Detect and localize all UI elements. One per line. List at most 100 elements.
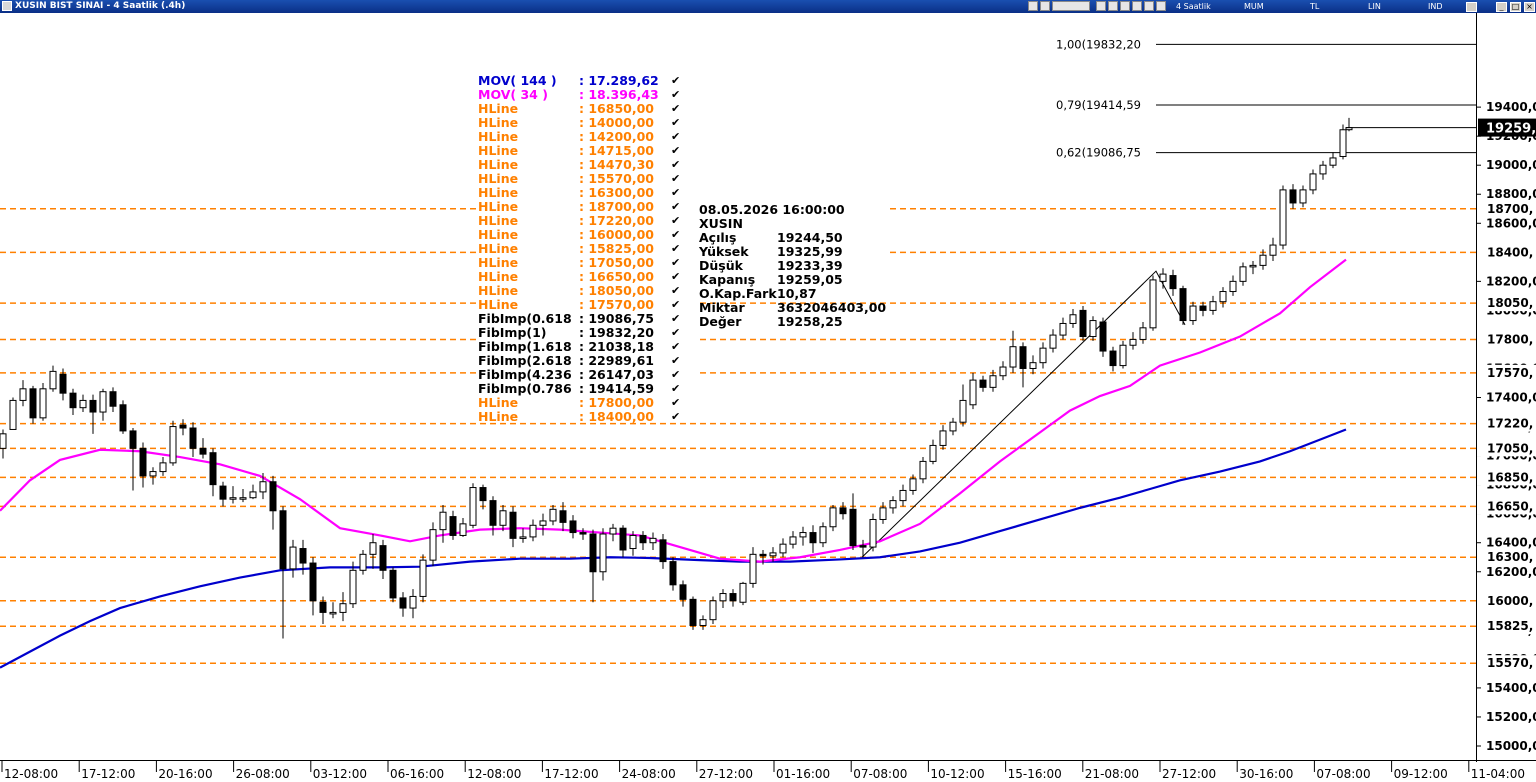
candle-down xyxy=(809,532,817,544)
chart-toolbar: 4 Saatlik MUM TL LIN IND _ □ × xyxy=(1026,1,1536,12)
legend-label: HLine xyxy=(478,171,519,186)
minimize-icon[interactable]: _ xyxy=(1496,2,1507,12)
hline-label-bg xyxy=(1477,469,1536,486)
check-icon[interactable]: ✔ xyxy=(671,298,681,311)
check-icon[interactable]: ✔ xyxy=(671,326,681,339)
check-icon[interactable]: ✔ xyxy=(671,340,681,353)
legend-label: FibImp(1.618 xyxy=(478,339,572,354)
check-icon[interactable]: ✔ xyxy=(671,74,681,87)
candle-up xyxy=(159,462,167,473)
crosshair-icon[interactable] xyxy=(1028,1,1038,11)
legend-value: : 14200,00 xyxy=(579,129,654,144)
check-icon[interactable]: ✔ xyxy=(671,368,681,381)
legend-value: : 18.396,43 xyxy=(579,87,659,102)
candle-up xyxy=(969,379,977,406)
check-icon[interactable]: ✔ xyxy=(671,284,681,297)
check-icon[interactable]: ✔ xyxy=(671,144,681,157)
fib-swing-line xyxy=(861,270,1186,558)
candle-down xyxy=(849,508,857,547)
draw-tool-icon[interactable] xyxy=(1040,1,1050,11)
x-tick-label: 17-12:00 xyxy=(81,767,135,781)
check-icon[interactable]: ✔ xyxy=(671,88,681,101)
legend-value: : 17.289,62 xyxy=(579,73,659,88)
candle-up xyxy=(1209,301,1217,311)
check-icon[interactable]: ✔ xyxy=(671,172,681,185)
legend-label: FibImp(1) xyxy=(478,325,547,340)
candle-down xyxy=(379,545,387,571)
x-tick-label: 15-16:00 xyxy=(1008,767,1062,781)
candle-up xyxy=(1269,244,1277,256)
candle-down xyxy=(309,562,317,602)
x-tick-label: 10-12:00 xyxy=(930,767,984,781)
index-selector[interactable]: IND xyxy=(1428,2,1443,11)
check-icon[interactable]: ✔ xyxy=(671,312,681,325)
candle-up xyxy=(1139,327,1147,340)
check-icon[interactable]: ✔ xyxy=(671,242,681,255)
check-icon[interactable]: ✔ xyxy=(671,410,681,423)
candle-up xyxy=(99,391,107,413)
check-icon[interactable]: ✔ xyxy=(671,130,681,143)
check-icon[interactable]: ✔ xyxy=(671,270,681,283)
candle-up xyxy=(529,524,537,538)
template-icon[interactable] xyxy=(1096,1,1106,11)
info-label: 08.05.2026 16:00:00 xyxy=(699,202,845,217)
candle-up xyxy=(899,489,907,502)
scale-selector[interactable]: LIN xyxy=(1368,2,1381,11)
check-icon[interactable]: ✔ xyxy=(671,382,681,395)
info-value: 10,87 xyxy=(777,286,817,301)
maximize-icon[interactable]: □ xyxy=(1510,2,1521,12)
candle-down xyxy=(279,510,287,570)
hline-label: 16300, xyxy=(1487,550,1533,564)
x-tick-label: 21-08:00 xyxy=(1085,767,1139,781)
zoom-icon[interactable] xyxy=(1144,1,1154,11)
check-icon[interactable]: ✔ xyxy=(671,200,681,213)
currency-selector[interactable]: TL xyxy=(1310,2,1320,11)
hline-label: 17050, xyxy=(1487,441,1533,455)
check-icon[interactable]: ✔ xyxy=(671,214,681,227)
legend-value: : 16850,00 xyxy=(579,101,654,116)
check-icon[interactable]: ✔ xyxy=(671,228,681,241)
candle-up xyxy=(39,388,47,419)
ohlc-info-box: 08.05.2026 16:00:00 XUSIN Açılış 19244,50 Yü… xyxy=(699,202,886,329)
info-value: 19258,25 xyxy=(777,314,843,329)
chart-type-selector[interactable]: MUM xyxy=(1244,2,1264,11)
check-icon[interactable]: ✔ xyxy=(671,102,681,115)
candle-down xyxy=(449,516,457,536)
fib-level-label: 0,62(19086,75 xyxy=(1056,146,1141,160)
candle-up xyxy=(359,553,367,571)
check-icon[interactable]: ✔ xyxy=(671,158,681,171)
info-row: Değer 19258,25 xyxy=(699,315,845,329)
candle-down xyxy=(589,533,597,573)
candle-up xyxy=(1299,189,1307,204)
close-icon[interactable]: × xyxy=(1524,2,1535,12)
check-icon[interactable]: ✔ xyxy=(671,116,681,129)
candle-down xyxy=(1109,350,1117,367)
hline-label: 18700, xyxy=(1487,202,1533,216)
settings-icon[interactable] xyxy=(1156,1,1166,11)
check-icon[interactable]: ✔ xyxy=(671,186,681,199)
check-icon[interactable]: ✔ xyxy=(671,256,681,269)
candle-up xyxy=(229,497,237,500)
hline-label-bg xyxy=(1477,440,1536,457)
check-icon[interactable]: ✔ xyxy=(671,396,681,409)
legend-label: HLine xyxy=(478,241,519,256)
candle-up xyxy=(719,593,727,602)
color-icon[interactable] xyxy=(1120,1,1130,11)
price-chart[interactable]: 15000,0015200,0015400,0015600,0015800,00… xyxy=(0,13,1536,782)
pencil-icon[interactable] xyxy=(1132,1,1142,11)
legend-label: HLine xyxy=(478,283,519,298)
chart-style-icon[interactable] xyxy=(1108,1,1118,11)
candle-up xyxy=(0,433,7,449)
candle-down xyxy=(269,481,277,512)
x-tick-label: 07-08:00 xyxy=(853,767,907,781)
x-tick-label: 11-04:00 xyxy=(1471,767,1525,781)
legend-label: HLine xyxy=(478,185,519,200)
candle-down xyxy=(29,388,37,419)
check-icon[interactable]: ✔ xyxy=(671,354,681,367)
period-selector[interactable]: 4 Saatlik xyxy=(1176,2,1211,11)
restore-window-icon[interactable] xyxy=(1466,2,1477,12)
candle-down xyxy=(399,597,407,609)
candle-up xyxy=(1129,338,1137,346)
indicator-menu-button[interactable] xyxy=(1052,1,1090,11)
legend-label: HLine xyxy=(478,297,519,312)
